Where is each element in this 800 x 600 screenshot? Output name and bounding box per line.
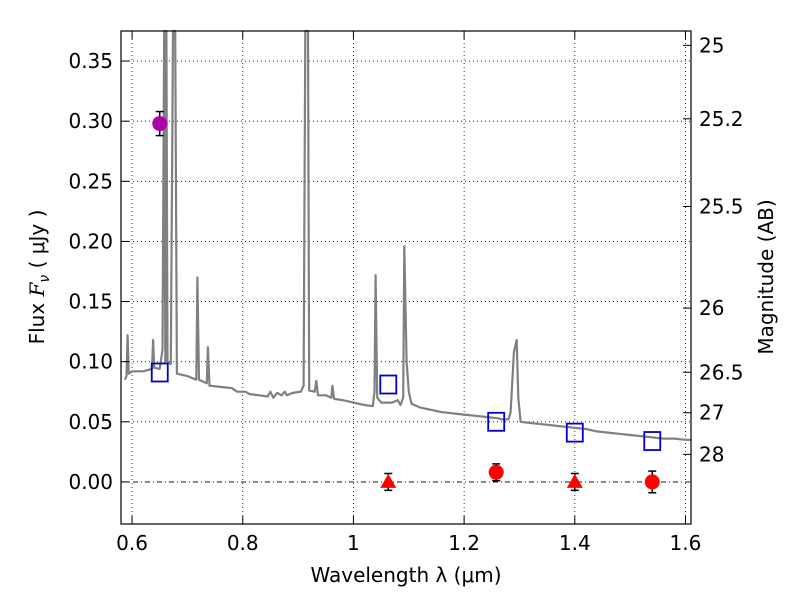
y-tick-label: 0.00 xyxy=(68,470,113,494)
y-tick-label: 0.30 xyxy=(68,109,113,133)
mag-tick-label: 25.5 xyxy=(699,194,744,218)
x-tick-label: 1.4 xyxy=(559,531,591,555)
observed-flux-point xyxy=(488,464,504,480)
sed-model-line xyxy=(123,29,691,441)
x-tick-label: 0.6 xyxy=(116,531,148,555)
upper-limit-triangle xyxy=(380,473,397,488)
model-band-flux-square xyxy=(487,411,506,432)
mag-tick-label: 25.2 xyxy=(699,107,744,131)
y-axis-title-left: Flux Fν ( μJy ) xyxy=(25,210,53,345)
mag-tick-label: 25 xyxy=(699,33,724,57)
x-tick-label: 0.8 xyxy=(227,531,259,555)
model-band-flux-square xyxy=(150,362,169,383)
y-tick-label: 0.05 xyxy=(68,410,113,434)
x-tick-label: 1.2 xyxy=(448,531,480,555)
model-band-flux-square xyxy=(379,374,398,395)
y-tick-label: 0.10 xyxy=(68,350,113,374)
observed-flux-point xyxy=(644,474,660,490)
observed-flux-point xyxy=(152,116,168,132)
magnitude-axis-ticks: 25 25.2 25.5 26 26.5 27 28 xyxy=(683,33,744,466)
y-axis-ticks: 0.00 0.05 0.10 0.15 0.20 0.25 0.30 0.35 xyxy=(68,49,129,494)
y-tick-label: 0.20 xyxy=(68,229,113,253)
mag-tick-label: 28 xyxy=(699,442,724,466)
model-band-flux-square xyxy=(643,431,662,451)
plot-frame xyxy=(120,30,692,525)
mag-tick-label: 26 xyxy=(699,296,724,320)
x-tick-label: 1 xyxy=(347,531,360,555)
y-tick-label: 0.35 xyxy=(68,49,113,73)
mag-tick-label: 27 xyxy=(699,401,724,425)
y-axis-title-right: Magnitude (AB) xyxy=(754,199,778,354)
upper-limit-triangle xyxy=(566,473,583,488)
model-band-flux-square xyxy=(565,422,584,443)
x-axis-ticks: 0.6 0.8 1 1.2 1.4 1.6 xyxy=(116,31,701,555)
y-tick-label: 0.25 xyxy=(68,169,113,193)
x-axis-title: Wavelength λ (μm) xyxy=(310,563,501,587)
plot-series xyxy=(123,29,691,494)
y-axis-title-left-text: Flux Fν ( μJy ) xyxy=(25,210,53,345)
mag-tick-label: 26.5 xyxy=(699,360,744,384)
x-tick-label: 1.6 xyxy=(670,531,702,555)
y-tick-label: 0.15 xyxy=(68,290,113,314)
